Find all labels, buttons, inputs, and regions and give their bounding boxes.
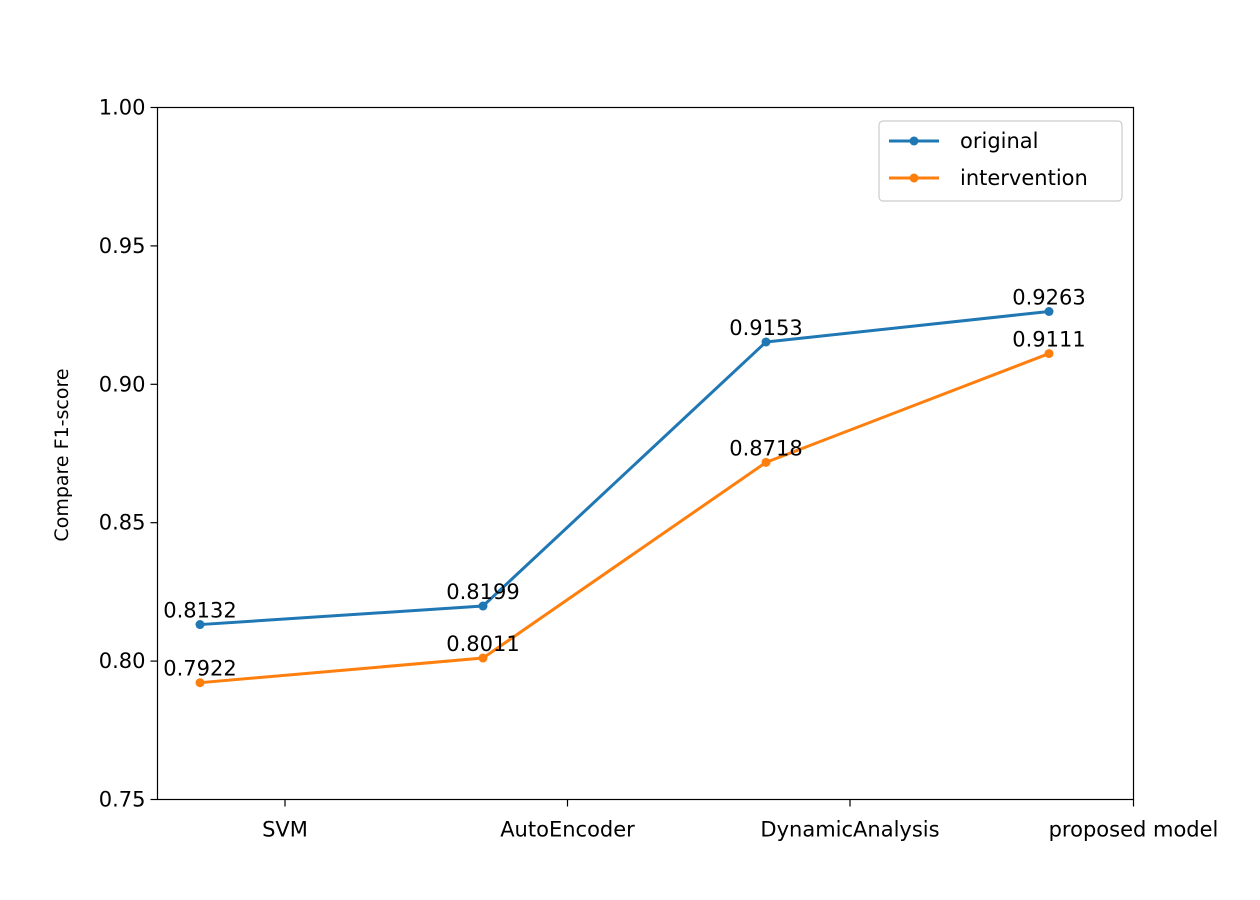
series-line-original (199, 310, 1050, 627)
legend-box (878, 120, 1123, 202)
data-point (761, 337, 771, 347)
data-label: 0.7922 (163, 657, 236, 681)
data-label: 0.9263 (1012, 286, 1085, 310)
data-point (761, 457, 771, 467)
legend-marker (909, 173, 919, 183)
y-tick-label: 0.90 (99, 372, 146, 396)
y-axis-label: Compare F1-score (51, 368, 73, 541)
legend: original intervention (878, 120, 1123, 202)
legend-marker (909, 136, 919, 146)
plot-area-frame (156, 106, 1135, 801)
data-label: 0.8132 (163, 599, 236, 623)
x-tick-label: proposed model (1049, 818, 1219, 842)
x-axis-ticks: SVM AutoEncoder DynamicAnalysis proposed mo… (262, 799, 1219, 842)
data-point (1044, 349, 1054, 359)
series-line-intervention (199, 352, 1050, 685)
data-labels: 0.8132 0.8199 0.9153 0.9263 0.7922 0.8011 0.87… (163, 286, 1085, 681)
x-tick-label: SVM (262, 818, 308, 842)
data-label: 0.8011 (446, 632, 519, 656)
y-tick-label: 1.00 (99, 96, 146, 120)
legend-label: intervention (960, 166, 1088, 190)
data-point (478, 601, 488, 611)
data-label: 0.8199 (446, 580, 519, 604)
data-label: 0.9153 (729, 316, 802, 340)
data-point (195, 620, 205, 630)
x-tick-label: DynamicAnalysis (760, 818, 939, 842)
data-label: 0.8718 (729, 436, 802, 460)
data-point (195, 678, 205, 688)
data-point (478, 653, 488, 663)
y-tick-label: 0.75 (99, 788, 146, 812)
y-tick-label: 0.80 (99, 649, 146, 673)
data-label: 0.9111 (1012, 328, 1085, 352)
series-layer (195, 307, 1054, 688)
x-tick-label: AutoEncoder (500, 818, 635, 842)
y-tick-label: 0.95 (99, 234, 146, 258)
legend-label: original (960, 129, 1039, 153)
y-axis-ticks: 0.75 0.80 0.85 0.90 0.95 1.00 (99, 96, 158, 812)
y-tick-label: 0.85 (99, 511, 146, 535)
data-point (1044, 307, 1054, 317)
